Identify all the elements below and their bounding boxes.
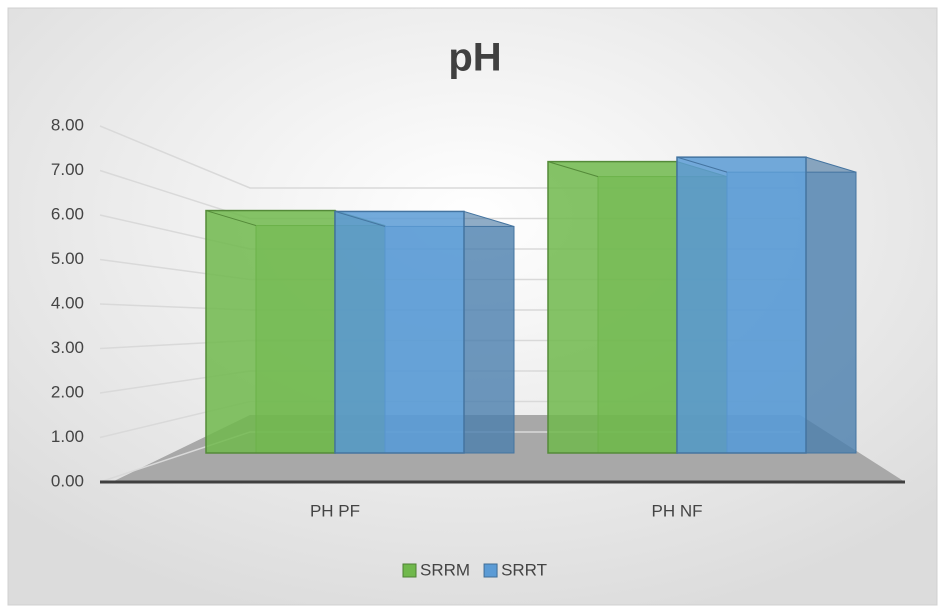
y-tick-label: 5.00 bbox=[51, 249, 84, 268]
bar-side bbox=[805, 156, 857, 454]
y-tick-label: 3.00 bbox=[51, 338, 84, 357]
legend-swatch bbox=[402, 563, 417, 578]
legend-label: SRRM bbox=[420, 560, 470, 579]
y-tick-label: 7.00 bbox=[51, 160, 84, 179]
bar bbox=[334, 210, 465, 454]
bar bbox=[547, 160, 678, 454]
bar-side bbox=[463, 210, 515, 454]
legend-label: SRRT bbox=[501, 560, 547, 579]
y-tick-label: 1.00 bbox=[51, 427, 84, 446]
bar bbox=[205, 209, 336, 454]
y-tick-label: 4.00 bbox=[51, 293, 84, 312]
bar bbox=[676, 156, 807, 454]
bar-edge bbox=[205, 210, 257, 227]
chart-title: pH bbox=[448, 36, 501, 80]
y-tick-label: 6.00 bbox=[51, 204, 84, 223]
bar-edge bbox=[547, 161, 599, 178]
y-tick-label: 0.00 bbox=[51, 471, 84, 490]
x-tick-label: PH PF bbox=[310, 501, 360, 520]
x-tick-label: PH NF bbox=[652, 501, 703, 520]
bar-edge bbox=[676, 156, 728, 173]
bar-edge bbox=[334, 210, 386, 227]
y-tick-label: 8.00 bbox=[51, 115, 84, 134]
legend-swatch bbox=[483, 563, 498, 578]
y-tick-label: 2.00 bbox=[51, 382, 84, 401]
